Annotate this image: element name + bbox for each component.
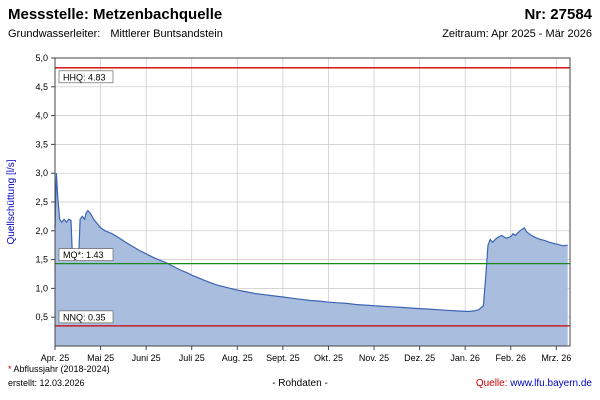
ref-label-nnq: NNQ: 0.35 <box>63 312 106 322</box>
y-tick-label: 2,0 <box>35 226 48 236</box>
created-date: erstellt: 12.03.2026 <box>8 378 85 388</box>
data-type-label: - Rohdaten - <box>272 378 328 389</box>
y-tick-label: 3,5 <box>35 139 48 149</box>
station-number: Nr: 27584 <box>524 6 592 23</box>
data-area <box>55 173 568 346</box>
x-tick-label: Okt. 25 <box>314 353 343 363</box>
footnote: * Abflussjahr (2018-2024) <box>8 364 110 374</box>
y-tick-label: 4,0 <box>35 111 48 121</box>
x-tick-label: Juni 25 <box>132 353 161 363</box>
x-tick-label: Aug. 25 <box>222 353 253 363</box>
x-tick-label: Sept. 25 <box>266 353 300 363</box>
y-tick-label: 2,5 <box>35 197 48 207</box>
x-tick-label: Feb. 26 <box>495 353 526 363</box>
y-tick-label: 3,0 <box>35 168 48 178</box>
footnote-text: Abflussjahr (2018-2024) <box>11 364 110 374</box>
source: Quelle: www.lfu.bayern.de <box>476 378 592 389</box>
period-label: Zeitraum: Apr 2025 - Mär 2026 <box>442 28 592 40</box>
aquifer-label: Grundwasserleiter: <box>8 28 101 40</box>
aquifer: Grundwasserleiter: Mittlerer Buntsandstei… <box>8 28 223 40</box>
x-tick-label: Mrz. 26 <box>541 353 571 363</box>
header: Messstelle: Metzenbachquelle Nr: 27584 <box>8 6 592 23</box>
y-tick-label: 5,0 <box>35 53 48 63</box>
x-tick-label: Jan. 26 <box>450 353 480 363</box>
footnote-asterisk: * <box>8 364 12 374</box>
data-line <box>54 173 568 312</box>
y-tick-label: 1,5 <box>35 255 48 265</box>
ref-label-hhq: HHQ: 4.83 <box>63 72 106 82</box>
x-tick-label: Mai 25 <box>87 353 114 363</box>
x-tick-label: Nov. 25 <box>359 353 389 363</box>
x-tick-label: Dez. 25 <box>404 353 435 363</box>
ref-label-box-mq <box>58 248 114 261</box>
y-tick-label: 0,5 <box>35 312 48 322</box>
source-link[interactable]: www.lfu.bayern.de <box>510 378 592 389</box>
discharge-chart: HHQ: 4.83 MQ*: 1.43 NNQ: 0.35 0,5 1,0 1,5 2,0 2… <box>6 53 571 363</box>
ref-label-box-nnq <box>58 310 114 324</box>
page-title: Messstelle: Metzenbachquelle <box>8 6 223 23</box>
x-tick-label: Juli 25 <box>179 353 205 363</box>
ref-label-mq: MQ*: 1.43 <box>63 250 104 260</box>
y-tick-label: 1,0 <box>35 283 48 293</box>
aquifer-value: Mittlerer Buntsandstein <box>110 28 223 40</box>
x-tick-label: Apr. 25 <box>41 353 70 363</box>
source-label: Quelle: <box>475 378 511 389</box>
y-axis-label: Quellschüttung [l/s] <box>6 159 17 244</box>
subheader: Grundwasserleiter: Mittlerer Buntsandstei… <box>8 28 592 40</box>
ref-label-box-hhq <box>58 70 114 84</box>
y-tick-label: 4,5 <box>35 82 48 92</box>
